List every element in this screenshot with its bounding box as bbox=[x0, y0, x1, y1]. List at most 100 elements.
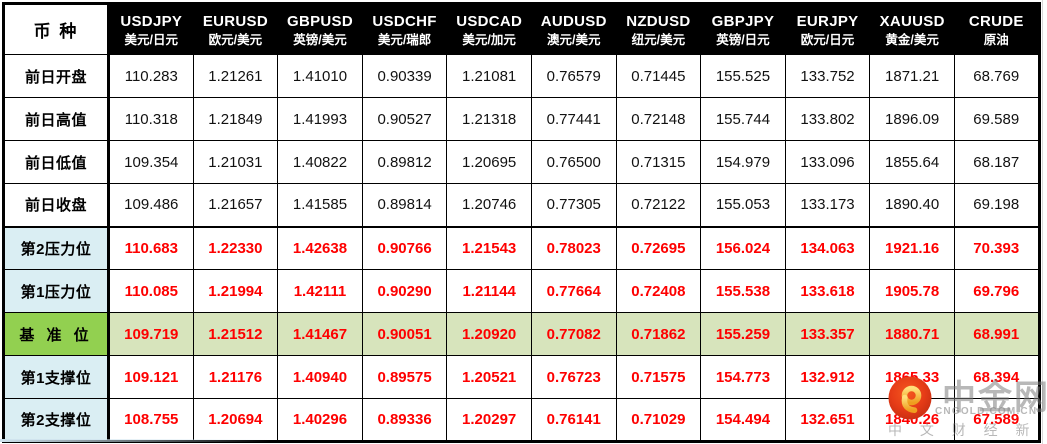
value-cell: 0.72148 bbox=[615, 97, 702, 141]
value-cell: 109.486 bbox=[108, 183, 194, 227]
value-cell: 1.21512 bbox=[192, 312, 279, 356]
value-cell: 133.618 bbox=[784, 269, 871, 313]
value-cell: 68.394 bbox=[953, 355, 1040, 399]
pair-code: XAUUSD bbox=[879, 12, 945, 30]
value-cell: 109.121 bbox=[108, 355, 194, 399]
column-header-usdcad: USDCAD 美元/加元 bbox=[446, 3, 532, 55]
value-cell: 1.21261 bbox=[192, 54, 279, 98]
row-label: 第2支撑位 bbox=[3, 398, 110, 442]
pair-code: EURUSD bbox=[202, 12, 268, 30]
pair-code: USDCHF bbox=[372, 12, 437, 30]
pair-code: GBPUSD bbox=[286, 12, 353, 30]
row-label: 第2压力位 bbox=[3, 225, 110, 270]
pair-name: 黄金/美元 bbox=[885, 33, 939, 48]
value-cell: 1.20746 bbox=[446, 183, 532, 227]
value-cell: 133.357 bbox=[784, 312, 871, 356]
value-cell: 1.22330 bbox=[192, 225, 279, 270]
column-header-eurusd: EURUSD 欧元/美元 bbox=[192, 3, 279, 55]
column-header-usdjpy: USDJPY 美元/日元 bbox=[108, 3, 194, 55]
value-cell: 1.40296 bbox=[277, 398, 363, 442]
value-cell: 1.41993 bbox=[277, 97, 363, 141]
value-cell: 1.20521 bbox=[446, 355, 532, 399]
column-header-crude: CRUDE 原油 bbox=[953, 3, 1040, 55]
value-cell: 0.76579 bbox=[530, 54, 617, 98]
pair-name: 美元/瑞郎 bbox=[377, 33, 432, 48]
pair-name: 纽元/美元 bbox=[631, 33, 686, 48]
column-header-usdchf: USDCHF 美元/瑞郎 bbox=[361, 3, 448, 55]
value-cell: 155.053 bbox=[700, 183, 786, 227]
value-cell: 1.21176 bbox=[192, 355, 279, 399]
value-cell: 1.42111 bbox=[277, 269, 363, 313]
value-cell: 1896.09 bbox=[869, 97, 955, 141]
value-cell: 1921.16 bbox=[869, 225, 955, 270]
value-cell: 0.72122 bbox=[615, 183, 702, 227]
value-cell: 154.979 bbox=[700, 140, 786, 184]
header-row: 币 种 USDJPY 美元/日元 EURUSD 欧元/美元 GBPUSD 英镑/美元 USDC… bbox=[3, 3, 1040, 55]
value-cell: 1.20297 bbox=[446, 398, 532, 442]
table-row: 第2支撑位 108.755 1.20694 1.40296 0.89336 1.20297… bbox=[3, 398, 1040, 442]
pair-name: 欧元/美元 bbox=[208, 33, 263, 48]
value-cell: 1.20695 bbox=[446, 140, 532, 184]
value-cell: 0.72408 bbox=[615, 269, 702, 313]
value-cell: 0.71445 bbox=[615, 54, 702, 98]
value-cell: 67.589 bbox=[953, 398, 1040, 442]
value-cell: 0.76723 bbox=[530, 355, 617, 399]
value-cell: 1.21849 bbox=[192, 97, 279, 141]
column-header-audusd: AUDUSD 澳元/美元 bbox=[530, 3, 617, 55]
column-header-xauusd: XAUUSD 黄金/美元 bbox=[869, 3, 955, 55]
value-cell: 68.187 bbox=[953, 140, 1040, 184]
value-cell: 0.77082 bbox=[530, 312, 617, 356]
value-cell: 1880.71 bbox=[869, 312, 955, 356]
pair-code: CRUDE bbox=[968, 12, 1024, 30]
table-row: 前日低值 109.354 1.21031 1.40822 0.89812 1.20695 0… bbox=[3, 140, 1040, 184]
value-cell: 1.41010 bbox=[277, 54, 363, 98]
value-cell: 0.71029 bbox=[615, 398, 702, 442]
row-label: 前日低值 bbox=[3, 140, 110, 184]
value-cell: 0.89575 bbox=[361, 355, 448, 399]
value-cell: 0.76500 bbox=[530, 140, 617, 184]
pair-name: 英镑/日元 bbox=[716, 33, 770, 48]
value-cell: 1890.40 bbox=[869, 183, 955, 227]
value-cell: 1.21144 bbox=[446, 269, 532, 313]
value-cell: 0.89812 bbox=[361, 140, 448, 184]
corner-header-label: 币 种 bbox=[3, 3, 110, 55]
value-cell: 109.354 bbox=[108, 140, 194, 184]
value-cell: 134.063 bbox=[784, 225, 871, 270]
value-cell: 1.21318 bbox=[446, 97, 532, 141]
value-cell: 110.318 bbox=[108, 97, 194, 141]
row-label: 前日开盘 bbox=[3, 54, 110, 98]
value-cell: 132.651 bbox=[784, 398, 871, 442]
pair-code: NZDUSD bbox=[626, 12, 691, 30]
value-cell: 1840.26 bbox=[869, 398, 955, 442]
value-cell: 155.525 bbox=[700, 54, 786, 98]
value-cell: 155.259 bbox=[700, 312, 786, 356]
pair-code: GBPJPY bbox=[711, 12, 775, 30]
table-body: 前日开盘 110.283 1.21261 1.41010 0.90339 1.21081 0… bbox=[3, 54, 1040, 442]
value-cell: 1.42638 bbox=[277, 225, 363, 270]
value-cell: 109.719 bbox=[108, 312, 194, 356]
table-row: 第1压力位 110.085 1.21994 1.42111 0.90290 1.21144… bbox=[3, 269, 1040, 313]
row-label: 第1压力位 bbox=[3, 269, 110, 313]
value-cell: 154.494 bbox=[700, 398, 786, 442]
value-cell: 1.41467 bbox=[277, 312, 363, 356]
pair-code: USDJPY bbox=[120, 12, 183, 30]
column-header-nzdusd: NZDUSD 纽元/美元 bbox=[615, 3, 702, 55]
value-cell: 0.89336 bbox=[361, 398, 448, 442]
pair-name: 美元/日元 bbox=[124, 33, 179, 48]
value-cell: 1.40940 bbox=[277, 355, 363, 399]
value-cell: 1.21543 bbox=[446, 225, 532, 270]
value-cell: 69.589 bbox=[953, 97, 1040, 141]
value-cell: 69.198 bbox=[953, 183, 1040, 227]
value-cell: 0.90339 bbox=[361, 54, 448, 98]
table-row: 基 准 位 109.719 1.21512 1.41467 0.90051 1.20920… bbox=[3, 312, 1040, 356]
column-header-eurjpy: EURJPY 欧元/日元 bbox=[784, 3, 871, 55]
value-cell: 0.77664 bbox=[530, 269, 617, 313]
value-cell: 110.283 bbox=[108, 54, 194, 98]
value-cell: 154.773 bbox=[700, 355, 786, 399]
value-cell: 1905.78 bbox=[869, 269, 955, 313]
row-label: 前日收盘 bbox=[3, 183, 110, 227]
value-cell: 68.769 bbox=[953, 54, 1040, 98]
value-cell: 69.796 bbox=[953, 269, 1040, 313]
value-cell: 108.755 bbox=[108, 398, 194, 442]
